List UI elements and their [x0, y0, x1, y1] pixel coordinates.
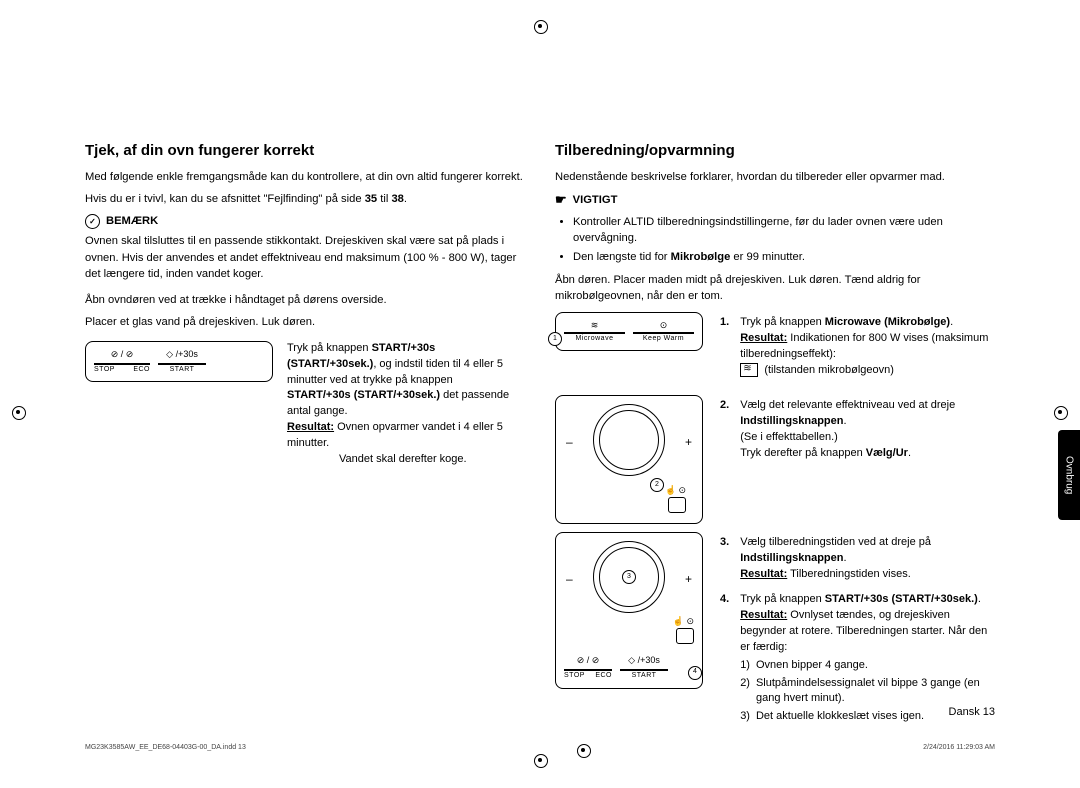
- imp-item-2: Den længste tid for Mikrobølge er 99 min…: [573, 249, 995, 265]
- dial-icon: [593, 404, 665, 476]
- side-tab-label: Ovnbrug: [1064, 456, 1075, 494]
- step-marker-3: 3: [622, 570, 636, 584]
- important-icon: [555, 191, 567, 210]
- left-p2: Hvis du er i tvivl, kan du se afsnittet …: [85, 191, 525, 207]
- control-panel-1: ≋ Microwave ⊙ Keep Warm 1: [555, 312, 703, 351]
- control-panel-3: – 3 + ☝ ⊙ ⊘ / ⊘ STOPECO: [555, 532, 703, 688]
- footer-right: 2/24/2016 11:29:03 AM: [923, 744, 995, 758]
- page-number: Dansk 13: [949, 706, 995, 718]
- left-p3: Åbn ovndøren ved at trække i håndtaget p…: [85, 292, 525, 308]
- step-marker-2: 2: [650, 478, 664, 492]
- important-list: Kontroller ALTID tilberedningsindstillin…: [555, 214, 995, 266]
- step-34-text: 3. Vælg tilberedningstiden ved at dreje …: [717, 532, 995, 733]
- right-title: Tilberedning/opvarmning: [555, 140, 995, 162]
- right-column: Tilberedning/opvarmning Nedenstående bes…: [555, 140, 995, 733]
- note-icon: ✓: [85, 214, 100, 229]
- control-panel-2: – + 2 ☝ ⊙: [555, 395, 703, 524]
- microwave-icon: [740, 363, 758, 377]
- footer-left: MG23K3585AW_EE_DE68-04403G-00_DA.indd 13: [85, 744, 246, 758]
- important-header: VIGTIGT: [555, 191, 995, 210]
- right-p1: Nedenstående beskrivelse forklarer, hvor…: [555, 169, 995, 185]
- left-p1: Med følgende enkle fremgangsmåde kan du …: [85, 169, 525, 185]
- imp-item-1: Kontroller ALTID tilberedningsindstillin…: [573, 214, 995, 246]
- step-1-text: 1. Tryk på knappen Microwave (Mikrobølge…: [717, 312, 995, 387]
- control-panel-left: ⊘ / ⊘ STOPECO ◇ /+30s START: [85, 341, 273, 382]
- footer: MG23K3585AW_EE_DE68-04403G-00_DA.indd 13…: [85, 744, 995, 758]
- right-p2: Åbn døren. Placer maden midt på drejeski…: [555, 272, 995, 304]
- step-marker-1: 1: [548, 332, 562, 346]
- left-p4: Placer et glas vand på drejeskiven. Luk …: [85, 314, 525, 330]
- left-column: Tjek, af din ovn fungerer korrekt Med fø…: [85, 140, 525, 733]
- left-step-text: Tryk på knappen START/+30s (START/+30sek…: [287, 341, 525, 469]
- side-tab: Ovnbrug: [1058, 430, 1080, 520]
- important-label: VIGTIGT: [573, 192, 618, 208]
- dial-icon-2: 3: [593, 541, 665, 613]
- note-text: Ovnen skal tilsluttes til en passende st…: [85, 233, 525, 282]
- step-marker-4: 4: [688, 666, 702, 680]
- select-button-icon: [668, 497, 686, 513]
- left-title: Tjek, af din ovn fungerer korrekt: [85, 140, 525, 162]
- step-2-text: 2. Vælg det relevante effektniveau ved a…: [717, 395, 995, 470]
- note-label: BEMÆRK: [106, 213, 158, 229]
- note-header: ✓ BEMÆRK: [85, 213, 525, 229]
